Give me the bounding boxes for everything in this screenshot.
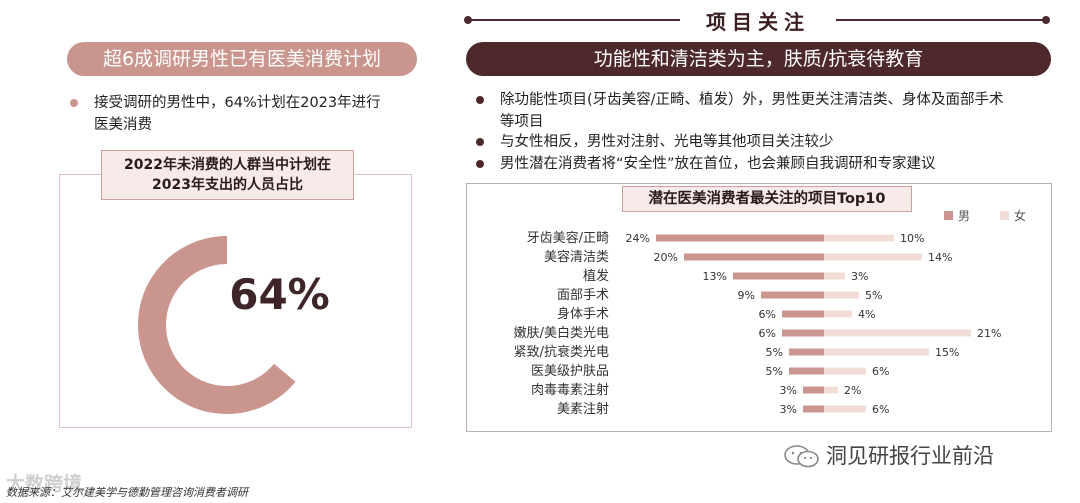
bar-male [684, 253, 824, 261]
bar-female [824, 272, 845, 280]
bar-male [803, 405, 824, 413]
data-label-female: 6% [872, 365, 889, 378]
header-left-dot [464, 16, 472, 24]
donut-progress-arc [138, 236, 296, 414]
data-label-male: 6% [759, 327, 776, 340]
bullet-dot-icon [70, 99, 78, 107]
data-label-female: 14% [928, 251, 952, 264]
data-label-male: 3% [780, 384, 797, 397]
right-bullet-3: 男性潜在消费者将“安全性”放在首位，也会兼顾自我调研和专家建议 [476, 153, 1076, 175]
bar-male [789, 348, 824, 356]
data-label-female: 3% [851, 270, 868, 283]
bullet-dot-icon [476, 160, 484, 168]
bar-female [824, 234, 894, 242]
left-bullet-line2: 医美消费 [94, 117, 152, 133]
bar-female [824, 348, 929, 356]
category-label: 美素注射 [557, 401, 609, 417]
legend-swatch-male [944, 211, 953, 220]
header-left-line [470, 19, 680, 21]
category-label: 身体手术 [557, 306, 609, 322]
right-bullet-2-text: 与女性相反，男性对注射、光电等其他项目关注较少 [500, 134, 834, 150]
right-section-heading: 功能性和清洁类为主，肤质/抗衰待教育 [466, 42, 1051, 76]
data-label-female: 2% [844, 384, 861, 397]
right-bullet-1-line1: 除功能性项目(牙齿美容/正畸、植发）外，男性更关注清洁类、身体及面部手术 [500, 92, 1004, 108]
bar-female [824, 329, 971, 337]
bar-male [803, 386, 824, 394]
category-label: 植发 [583, 268, 609, 284]
data-label-female: 15% [935, 346, 959, 359]
data-source: 数据来源：艾尔建美学与德勤管理咨询消费者调研 [6, 486, 248, 499]
right-bullet-1: 除功能性项目(牙齿美容/正畸、植发）外，男性更关注清洁类、身体及面部手术 等项目 [476, 89, 1076, 133]
right-bullet-1-line2: 等项目 [500, 114, 544, 130]
data-label-male: 5% [766, 346, 783, 359]
bar-female [824, 253, 922, 261]
data-label-male: 5% [766, 365, 783, 378]
bar-male [761, 291, 824, 299]
donut-title-line1: 2022年未消费的人群当中计划在 [124, 157, 331, 173]
header-right-line [836, 19, 1046, 21]
legend-label-female: 女 [1014, 209, 1027, 223]
data-label-male: 3% [780, 403, 797, 416]
legend: 男 女 [944, 207, 1044, 223]
data-label-male: 24% [626, 232, 650, 245]
legend-swatch-female [1000, 211, 1009, 220]
data-label-female: 5% [865, 289, 882, 302]
bullet-dot-icon [476, 138, 484, 146]
chart-title: 潜在医美消费者最关注的项目Top10 [622, 186, 912, 212]
donut-title-line2: 2023年支出的人员占比 [152, 177, 303, 193]
bullet-dot-icon [476, 96, 484, 104]
bar-male [789, 367, 824, 375]
wechat-icon [784, 445, 819, 468]
category-label: 肉毒毒素注射 [531, 382, 609, 398]
bar-female [824, 386, 838, 394]
donut-panel-title: 2022年未消费的人群当中计划在 2023年支出的人员占比 [101, 150, 354, 200]
category-label: 牙齿美容/正畸 [527, 230, 609, 246]
data-label-female: 4% [858, 308, 875, 321]
left-bullet-line1: 接受调研的男性中，64%计划在2023年进行 [94, 95, 381, 111]
data-label-female: 10% [900, 232, 924, 245]
data-label-female: 6% [872, 403, 889, 416]
data-label-male: 13% [703, 270, 727, 283]
bar-male [656, 234, 824, 242]
page-title: 项目关注 [706, 10, 810, 34]
diverging-bar-chart: 牙齿美容/正畸 24% 10% 美容清洁类 20% 14% 植发 13% 3% 面部手术 9% 5% 身… [514, 230, 1002, 417]
bar-male [782, 329, 824, 337]
data-label-male: 9% [738, 289, 755, 302]
data-label-male: 20% [654, 251, 678, 264]
right-bullet-2: 与女性相反，男性对注射、光电等其他项目关注较少 [476, 131, 1076, 153]
legend-label-male: 男 [958, 209, 971, 223]
bar-female [824, 367, 866, 375]
left-bullet-text: 接受调研的男性中，64%计划在2023年进行 医美消费 [94, 92, 381, 136]
left-section-heading: 超6成调研男性已有医美消费计划 [67, 42, 417, 76]
right-bullet-3-text: 男性潜在消费者将“安全性”放在首位，也会兼顾自我调研和专家建议 [500, 156, 936, 172]
category-label: 医美级护肤品 [531, 364, 609, 379]
category-label: 面部手术 [557, 288, 609, 303]
data-label-female: 21% [977, 327, 1001, 340]
bar-female [824, 310, 852, 318]
bar-male [733, 272, 824, 280]
donut-percent-label: 64% [229, 270, 330, 319]
bar-female [824, 405, 866, 413]
bar-male [782, 310, 824, 318]
bar-chart-panel [466, 183, 1052, 432]
donut-chart [138, 236, 316, 414]
data-label-male: 6% [759, 308, 776, 321]
watermark: 大数跨境 [6, 473, 83, 495]
brand-name: 洞见研报行业前沿 [826, 444, 994, 468]
category-label: 紧致/抗衰类光电 [514, 344, 609, 360]
category-label: 美容清洁类 [544, 249, 609, 265]
right-bullet-1-text: 除功能性项目(牙齿美容/正畸、植发）外，男性更关注清洁类、身体及面部手术 等项目 [500, 89, 1004, 133]
bar-female [824, 291, 859, 299]
left-bullet: 接受调研的男性中，64%计划在2023年进行 医美消费 [70, 92, 430, 136]
category-label: 嫩肤/美白类光电 [514, 325, 609, 341]
header-right-dot [1042, 16, 1050, 24]
